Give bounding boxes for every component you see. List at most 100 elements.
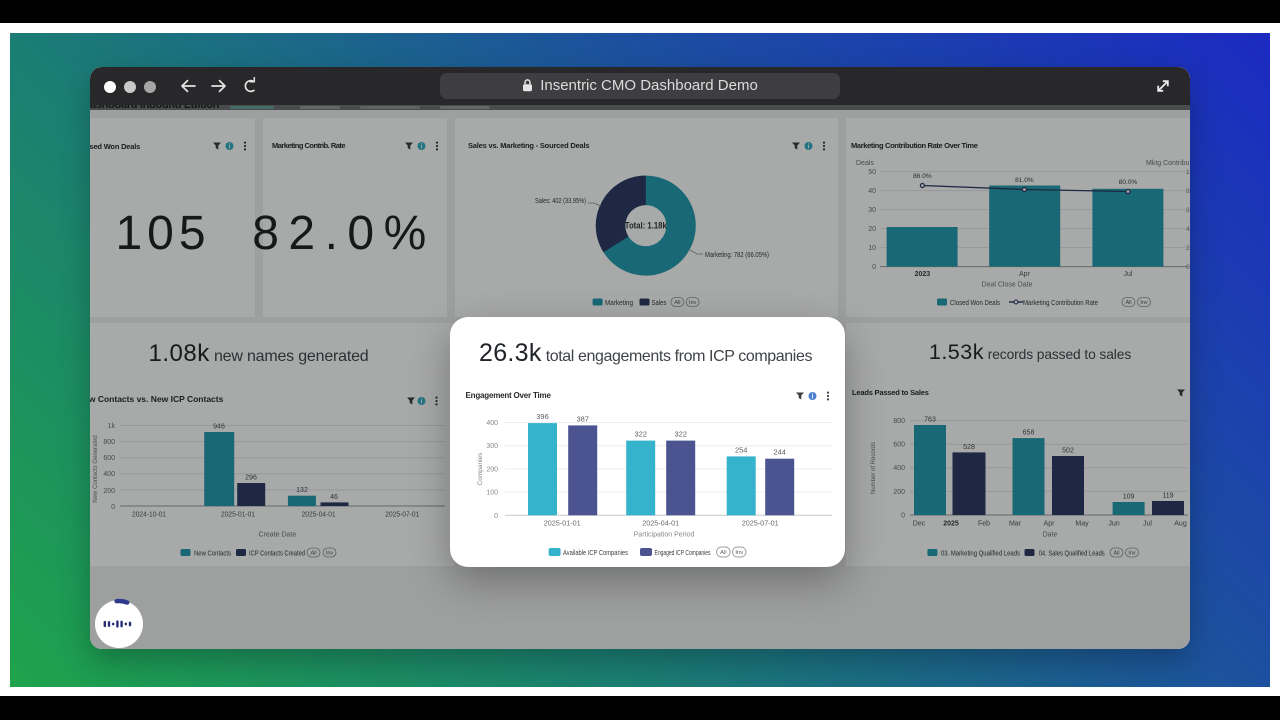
svg-text:528: 528 — [963, 443, 975, 450]
svg-text:Mar: Mar — [1009, 520, 1022, 527]
svg-text:Inv: Inv — [326, 550, 334, 556]
svg-text:0.0%: 0.0% — [1186, 264, 1190, 271]
svg-text:2025-01-01: 2025-01-01 — [544, 519, 581, 528]
svg-text:200: 200 — [486, 466, 498, 473]
svg-text:60.0%: 60.0% — [1186, 207, 1190, 214]
svg-text:100: 100 — [486, 490, 498, 497]
svg-text:80.0%: 80.0% — [1186, 188, 1190, 195]
svg-text:All: All — [1113, 550, 1119, 556]
svg-text:All: All — [310, 550, 316, 556]
svg-text:Apr: Apr — [1019, 271, 1031, 278]
svg-text:Create Date: Create Date — [259, 531, 297, 538]
svg-text:10: 10 — [868, 245, 876, 252]
svg-text:86.0%: 86.0% — [913, 173, 932, 180]
svg-text:Mktg Contribution Rat: Mktg Contribution Rat — [1146, 160, 1190, 167]
svg-text:0: 0 — [872, 264, 876, 271]
svg-text:109: 109 — [1123, 493, 1135, 500]
svg-text:119: 119 — [1162, 492, 1173, 499]
svg-text:296: 296 — [245, 474, 257, 481]
svg-text:Deals: Deals — [856, 160, 874, 167]
svg-text:20: 20 — [868, 226, 876, 233]
svg-text:800: 800 — [103, 439, 115, 446]
svg-text:Apr: Apr — [1044, 520, 1056, 527]
svg-text:40: 40 — [868, 188, 876, 195]
svg-text:i: i — [812, 394, 814, 401]
svg-text:0: 0 — [111, 504, 115, 511]
svg-text:May: May — [1075, 520, 1089, 527]
svg-text:2025-04-01: 2025-04-01 — [302, 511, 336, 518]
svg-text:200: 200 — [103, 488, 115, 495]
svg-text:Feb: Feb — [978, 520, 990, 527]
svg-text:100.0%: 100.0% — [1186, 169, 1190, 176]
svg-text:Inv: Inv — [1128, 550, 1136, 556]
svg-text:03. Marketing Qualified Leads: 03. Marketing Qualified Leads — [941, 550, 1020, 557]
svg-text:20.0%: 20.0% — [1186, 245, 1190, 252]
svg-text:322: 322 — [674, 430, 687, 439]
svg-text:322: 322 — [634, 430, 647, 439]
svg-text:i: i — [421, 399, 423, 406]
svg-text:600: 600 — [103, 455, 115, 462]
svg-text:254: 254 — [735, 446, 748, 455]
svg-text:200: 200 — [893, 488, 905, 495]
svg-text:i: i — [229, 143, 231, 150]
svg-text:Available ICP Companies: Available ICP Companies — [563, 548, 628, 557]
svg-text:Closed Won Deals: Closed Won Deals — [950, 299, 1000, 306]
svg-text:Marketing Contribution Rate: Marketing Contribution Rate — [1023, 299, 1098, 306]
svg-text:04. Sales Qualified Leads: 04. Sales Qualified Leads — [1039, 550, 1105, 557]
svg-text:Sales: Sales — [652, 299, 667, 306]
svg-text:Jun: Jun — [1108, 520, 1119, 527]
svg-text:2025-01-01: 2025-01-01 — [221, 511, 255, 518]
svg-text:Marketing: Marketing — [605, 299, 633, 306]
svg-text:400: 400 — [893, 465, 905, 472]
svg-text:ICP Contacts Created: ICP Contacts Created — [249, 550, 305, 557]
svg-text:i: i — [808, 143, 810, 150]
svg-text:387: 387 — [576, 415, 589, 424]
svg-text:Dec: Dec — [913, 520, 926, 527]
svg-text:2025-04-01: 2025-04-01 — [642, 519, 679, 528]
svg-text:300: 300 — [486, 443, 498, 450]
svg-text:2025-07-01: 2025-07-01 — [385, 511, 419, 518]
svg-text:Date: Date — [1043, 531, 1058, 538]
svg-text:2023: 2023 — [915, 271, 931, 278]
svg-text:i: i — [421, 143, 423, 150]
svg-text:30: 30 — [868, 207, 876, 214]
svg-text:Inv: Inv — [689, 300, 697, 306]
svg-text:New Contacts Generated: New Contacts Generated — [93, 435, 99, 502]
svg-text:81.0%: 81.0% — [1015, 177, 1034, 184]
svg-text:80.0%: 80.0% — [1119, 179, 1138, 186]
svg-text:1k: 1k — [108, 423, 116, 430]
svg-text:All: All — [1125, 300, 1131, 306]
svg-text:2025-07-01: 2025-07-01 — [742, 519, 779, 528]
svg-text:Total: 1.18k: Total: 1.18k — [625, 220, 668, 230]
svg-text:244: 244 — [773, 448, 786, 457]
svg-text:All: All — [674, 300, 680, 306]
svg-text:Deal Close Date: Deal Close Date — [982, 281, 1033, 288]
svg-text:Jul: Jul — [1143, 520, 1152, 527]
svg-text:396: 396 — [536, 412, 549, 421]
svg-text:946: 946 — [213, 423, 225, 430]
svg-text:Aug: Aug — [1174, 520, 1187, 527]
svg-text:Inv: Inv — [735, 550, 743, 556]
svg-text:Inv: Inv — [1140, 300, 1148, 306]
svg-text:Marketing: 782 (66.05%): Marketing: 782 (66.05%) — [705, 250, 769, 259]
svg-text:All: All — [720, 550, 726, 556]
svg-text:132: 132 — [296, 487, 308, 494]
svg-text:2025: 2025 — [943, 520, 959, 527]
svg-text:600: 600 — [893, 441, 905, 448]
svg-text:Engaged ICP Companies: Engaged ICP Companies — [655, 548, 711, 557]
svg-text:New Contacts: New Contacts — [194, 550, 231, 557]
svg-text:800: 800 — [893, 418, 905, 425]
svg-text:Participation Period: Participation Period — [634, 532, 695, 539]
svg-text:2024-10-01: 2024-10-01 — [132, 511, 166, 518]
svg-text:400: 400 — [486, 420, 498, 427]
svg-text:400: 400 — [103, 471, 115, 478]
svg-text:50: 50 — [868, 169, 876, 176]
svg-text:0: 0 — [901, 512, 905, 519]
svg-text:Number of Records: Number of Records — [871, 441, 877, 493]
svg-text:Sales: 402 (33.95%): Sales: 402 (33.95%) — [535, 196, 586, 205]
svg-text:46: 46 — [330, 494, 338, 501]
svg-text:Jul: Jul — [1124, 271, 1133, 278]
svg-text:658: 658 — [1023, 429, 1035, 436]
svg-text:Companies: Companies — [477, 452, 484, 486]
svg-text:40.0%: 40.0% — [1186, 226, 1190, 233]
